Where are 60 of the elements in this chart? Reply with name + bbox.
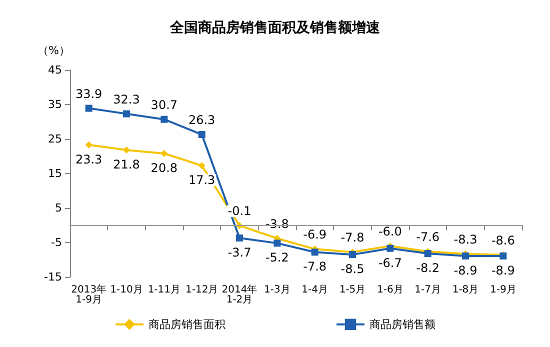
point (123, 110, 130, 118)
y-tick-label: 25 (48, 132, 62, 146)
point (424, 250, 432, 258)
data-label: -8.6 (491, 233, 515, 248)
y-tick-label: 5 (55, 202, 62, 214)
x-tick-label: 1-12月 (185, 284, 218, 296)
data-label: -7.6 (416, 230, 440, 244)
x-tick-label: 1-4月 (302, 284, 328, 296)
x-tick-label: 1-5月 (339, 284, 366, 296)
data-label: -6.9 (303, 228, 327, 242)
point (274, 240, 281, 247)
x-tick-label: 2013年 1-9月 (71, 284, 107, 306)
legend-label: 商品房销售额 (370, 318, 436, 331)
data-label: -8.5 (340, 262, 364, 276)
point (160, 150, 168, 157)
x-tick-label: 1-3月 (264, 284, 290, 296)
data-label: -7.8 (340, 230, 364, 245)
point (85, 141, 92, 148)
data-label: 32.3 (113, 92, 140, 106)
point (198, 162, 206, 170)
x-tick-label: 1-8月 (452, 284, 479, 296)
x-tick-label: 1-10月 (110, 284, 143, 296)
data-label: -8.9 (454, 263, 478, 278)
data-label: -8.2 (416, 261, 440, 276)
y-tick-label: 45 (48, 64, 62, 76)
data-label: 30.7 (150, 98, 178, 112)
data-label: -6.0 (378, 224, 402, 238)
x-tick-label: 1-7月 (414, 284, 442, 296)
point (349, 251, 356, 258)
data-label: 21.8 (113, 158, 140, 172)
data-label: 23.3 (75, 152, 102, 166)
legend-label: 商品房销售面积 (148, 318, 226, 331)
point (236, 234, 243, 242)
y-axis-title: （%） (38, 44, 70, 57)
y-tick-label: -15 (44, 270, 62, 284)
x-tick-label: 1-11月 (148, 284, 181, 296)
point (85, 104, 92, 112)
y-tick-label: -5 (51, 236, 62, 249)
data-label: 17.3 (188, 173, 216, 188)
chart-title: 全国商品房销售面积及销售额增速 (169, 19, 381, 36)
x-tick-label: 1-9月 (490, 284, 516, 296)
data-label: 26.3 (188, 113, 216, 128)
data-label: 20.8 (150, 160, 178, 175)
point (160, 116, 168, 123)
point (198, 131, 206, 138)
y-tick-label: 15 (48, 167, 62, 180)
data-label: -8.3 (454, 232, 478, 246)
data-label: 33.9 (75, 86, 102, 101)
data-label: -0.1 (228, 204, 252, 218)
data-label: -6.7 (378, 256, 402, 270)
point (123, 146, 130, 154)
x-tick-label: 2014年 1-2月 (222, 284, 258, 306)
data-label: -5.2 (265, 250, 289, 265)
data-label: -8.9 (491, 263, 515, 278)
x-tick-label: 1-6月 (376, 284, 404, 296)
y-tick-label: 35 (48, 98, 62, 111)
point (311, 248, 318, 256)
data-label: -3.7 (228, 246, 252, 260)
point (386, 244, 394, 252)
data-label: -7.8 (303, 260, 327, 274)
